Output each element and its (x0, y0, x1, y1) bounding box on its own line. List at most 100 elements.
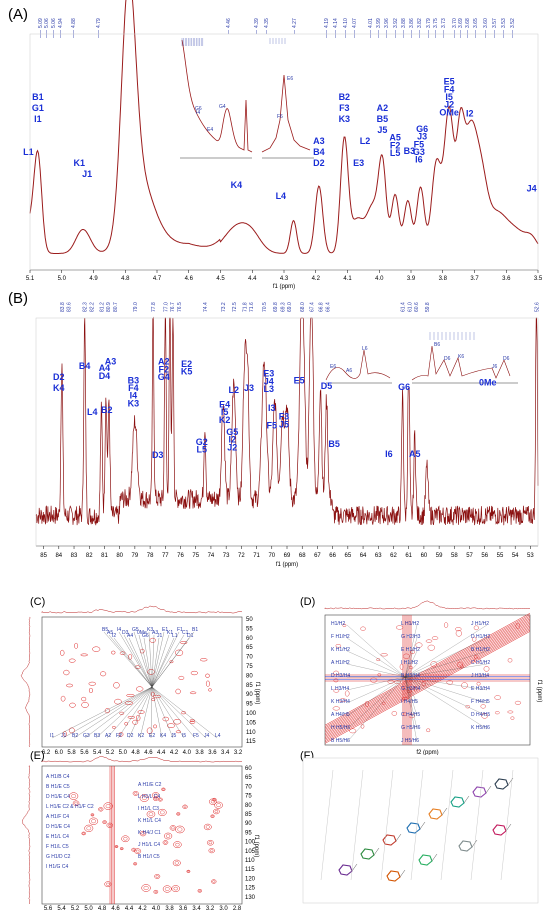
panel-e-label: I H1/L C3 (138, 806, 159, 812)
panel-c-cross-peak (146, 727, 153, 734)
panel-e-x-tick-label: 5.4 (57, 906, 66, 910)
panel-a-assignment: E5 (444, 77, 455, 87)
panel-c-label: G3 (83, 733, 90, 739)
panel-c-x-tick-label: 5.2 (106, 750, 115, 755)
panel-d-label: D H1/H2 (471, 634, 490, 640)
panel-d-cross-peak (514, 700, 522, 705)
panel-b-x-tick-label: 63 (375, 553, 382, 559)
panel-b-assignment: F2 (159, 364, 170, 374)
panel-e-cross-peak (213, 808, 220, 815)
panel-b-assignment: L5 (197, 445, 208, 455)
panel-a-assignment: I1 (34, 114, 42, 124)
panel-e-cross-peak (89, 817, 99, 825)
panel-c-label: J1 (157, 633, 163, 639)
panel-c-label: D1 (187, 633, 194, 639)
panel-e-cross-peak-inner (162, 788, 165, 791)
panel-b-inset-label: D6 (503, 356, 510, 362)
panel-e-cross-peak (157, 808, 167, 816)
panel-a-x-tick-label: 3.7 (470, 276, 479, 282)
panel-c-label: A5 (107, 630, 113, 636)
panel-b-assignment: J2 (227, 442, 237, 452)
panel-c-y-tick-label: 100 (246, 711, 257, 717)
panel-a-peak-label: 4.10 (343, 18, 349, 28)
panel-a-inset-label: E4 (207, 127, 213, 133)
panel-e-cross-peak (162, 840, 169, 845)
panel-e-cross-peak (211, 879, 217, 884)
panel-d-cross-peak (473, 625, 479, 631)
panel-e-label: F H1/L C5 (46, 844, 69, 850)
panel-c-cross-peak (150, 691, 155, 697)
panel-b-inset-label: D6 (444, 356, 451, 362)
panel-e-cross-peak-inner (205, 825, 210, 829)
panel-b-assignment: 0Me (479, 378, 497, 388)
panel-b-x-tick-label: 64 (360, 553, 367, 559)
panel-c-leader (143, 637, 153, 688)
panel-e-cross-peak-inner (216, 803, 221, 807)
panel-c-leader (151, 686, 207, 739)
panel-c-x-tick-label: 3.2 (234, 750, 243, 755)
panel-b-x-tick-label: 58 (451, 553, 458, 559)
panel-c-label: K2 (138, 733, 144, 739)
panel-b-peak-label: 52.6 (534, 302, 540, 312)
panel-e-cross-peak-inner (183, 805, 187, 808)
glycosidic-bond (431, 853, 438, 862)
panel-e-y-tick-label: 100 (245, 840, 256, 846)
panel-e-cross-peak (121, 835, 130, 843)
panel-e-side-projection (22, 765, 31, 905)
panel-b-x-tick-label: 70 (268, 553, 275, 559)
panel-d-label: L H1/H2 (401, 621, 419, 627)
panel-a-assignment: B4 (313, 147, 325, 157)
panel-e-x-tick-label: 5.2 (71, 906, 80, 910)
panel-b-peak-label: 79.0 (133, 302, 139, 312)
panel-d-label: K H1/H2 (331, 647, 350, 653)
panel-d-label: H1/H2 (331, 621, 345, 627)
panel-c-label: J1 (61, 733, 67, 739)
panel-d-cross-peak (370, 677, 378, 683)
panel-a-assignment: I2 (466, 109, 474, 119)
panel-e-cross-peak (154, 874, 161, 879)
panel-d-cross-peak (381, 701, 386, 705)
panel-e-cross-peak-inner (164, 887, 170, 891)
panel-a-peak-label: 3.79 (426, 18, 432, 28)
panel-c-leader (151, 631, 180, 688)
panel-c-y-tick-label: 115 (246, 739, 256, 745)
panel-c-cross-peak (69, 702, 76, 708)
panel-e-cross-peak-inner (143, 886, 149, 890)
panel-c-leader (150, 686, 153, 739)
panel-a-assignment: A5 (389, 133, 401, 143)
panel-d-cross-peak (483, 666, 490, 672)
panel-e-cross-peak (172, 859, 181, 867)
panel-c-label: F5 (193, 733, 199, 739)
panel-b-x-tick-label: 83 (71, 553, 78, 559)
panel-e-cross-peak (158, 797, 163, 802)
panel-e-y-tick-label: 70 (245, 784, 252, 790)
panel-b-peak-label: 61.4 (401, 302, 407, 312)
panel-a-x-tick-label: 4.6 (185, 276, 194, 282)
panel-c-y-tick-label: 65 (246, 645, 253, 651)
panel-e-y-tick-label: 90 (245, 821, 252, 827)
glycosidic-bond (351, 863, 358, 872)
panel-c-y-tick-label: 90 (246, 692, 253, 698)
panel-b-peak-label: 69.8 (273, 302, 279, 312)
panel-e-cross-peak-inner (71, 794, 77, 799)
panel-a-assignment: B2 (339, 92, 351, 102)
panel-e-cross-peak-inner (141, 832, 145, 835)
panel-c-label: I5 (182, 733, 186, 739)
panel-b-assignment: E4 (219, 400, 230, 410)
panel-c-cross-peak (167, 723, 175, 729)
panel-c-cross-peak (205, 673, 210, 678)
panel-d-cross-peak (409, 649, 415, 654)
panel-b-x-tick-label: 75 (192, 553, 199, 559)
panel-b-trace (35, 316, 539, 526)
panel-d-cross-peak (333, 689, 340, 693)
panel-e-label: I H1/G C4 (46, 864, 68, 870)
glycosidic-bond (463, 795, 470, 804)
panel-e-y-tick-label: 80 (245, 803, 252, 809)
panel-c-cross-peak (126, 693, 135, 697)
panel-e-cross-peak-inner (153, 793, 158, 797)
panel-c-cross-peak (205, 680, 210, 687)
panel-e-cross-peak (208, 798, 217, 805)
panel-d-leader (404, 676, 418, 691)
panel-c-leader (151, 631, 195, 688)
